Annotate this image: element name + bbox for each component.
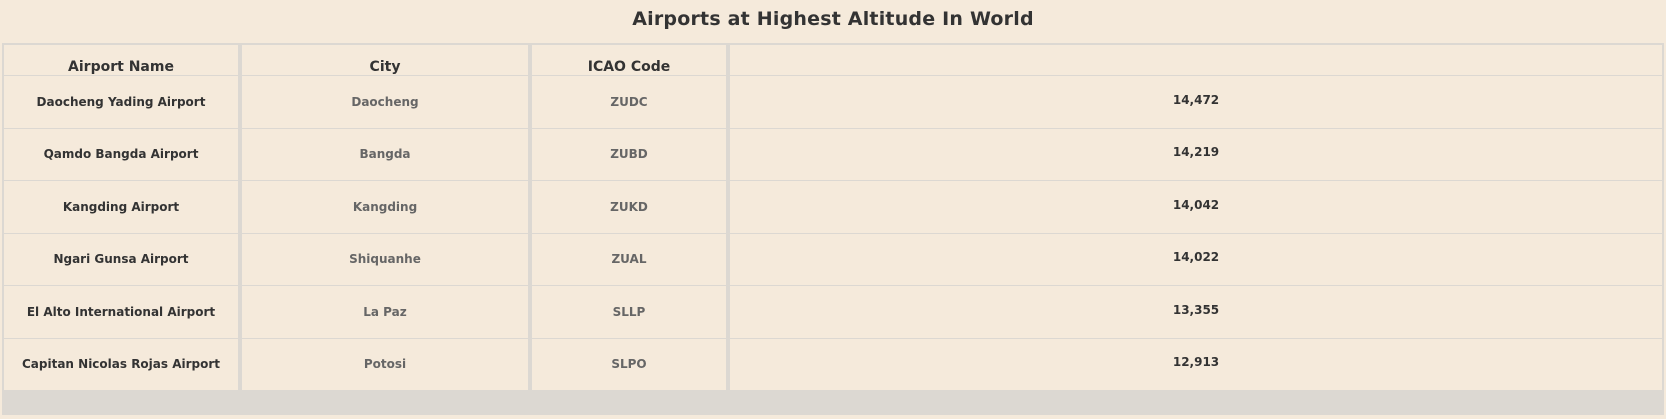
icao-code-cell: ZUDC — [532, 76, 726, 128]
header-icao-code: ICAO Code — [532, 45, 726, 75]
city-cell: Daocheng — [242, 76, 528, 128]
city-cell: Kangding — [242, 181, 528, 233]
icao-code-cell: ZUAL — [532, 233, 726, 285]
header-airport-name: Airport Name — [4, 45, 238, 75]
icao-code-cell: SLPO — [532, 338, 726, 390]
header-city: City — [242, 45, 528, 75]
airport-name-cell: Qamdo Bangda Airport — [4, 128, 238, 180]
city-cell: La Paz — [242, 286, 528, 338]
chart-title: Airports at Highest Altitude In World — [632, 8, 1034, 30]
icao-code-cell: SLLP — [532, 286, 726, 338]
altitude-cell: 13,355 — [730, 286, 1662, 338]
city-cell: Bangda — [242, 128, 528, 180]
airport-name-cell: Daocheng Yading Airport — [4, 76, 238, 128]
airport-table: Airport Name City ICAO Code Daocheng Yad… — [2, 43, 1664, 415]
altitude-cell: 14,472 — [730, 76, 1662, 128]
icao-code-cell: ZUBD — [532, 128, 726, 180]
altitude-cell: 14,022 — [730, 233, 1662, 285]
city-cell: Shiquanhe — [242, 233, 528, 285]
city-cell: Potosi — [242, 338, 528, 390]
header-altitude — [730, 45, 1662, 75]
altitude-cell: 14,219 — [730, 128, 1662, 180]
icao-code-cell: ZUKD — [532, 181, 726, 233]
airport-name-cell: El Alto International Airport — [4, 286, 238, 338]
altitude-cell: 14,042 — [730, 181, 1662, 233]
airport-name-cell: Capitan Nicolas Rojas Airport — [4, 338, 238, 390]
airport-name-cell: Ngari Gunsa Airport — [4, 233, 238, 285]
altitude-cell: 12,913 — [730, 338, 1662, 390]
airport-name-cell: Kangding Airport — [4, 181, 238, 233]
